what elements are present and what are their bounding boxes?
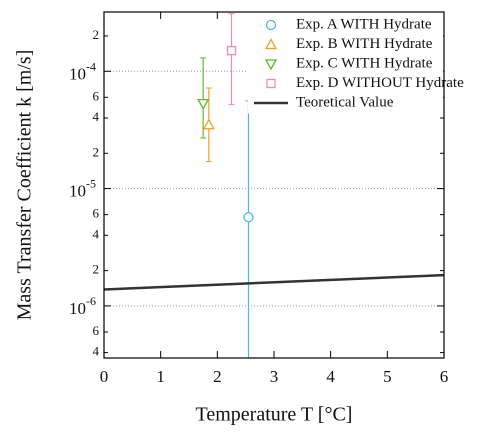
legend-label: Exp. C WITH Hydrate [296,55,433,71]
legend-label: Exp. D WITHOUT Hydrate [296,75,464,91]
y-tick-label: 4 [93,226,100,241]
y-tick-label: 4 [93,109,100,124]
data-point [243,212,254,223]
y-tick-label: 2 [93,262,100,277]
x-tick-label: 6 [440,367,449,386]
y-tick-label: 10-5 [69,176,96,200]
x-tick-label: 1 [156,367,165,386]
y-tick-exp: -4 [86,59,96,73]
data-point [202,118,215,130]
y-tick-base: 10 [69,299,86,318]
y-tick-exp: -5 [86,176,96,190]
y-tick-label: 6 [93,206,100,221]
legend-label: Exp. A WITH Hydrate [296,16,432,32]
legend-swatch [264,38,278,50]
x-tick-label: 0 [100,367,109,386]
plot-frame [103,11,445,359]
y-tick-label: 6 [93,323,100,338]
legend-swatch [266,78,276,89]
legend-swatch [265,19,277,31]
legend-swatch [264,59,278,71]
legend-label: Teoretical Value [296,94,394,110]
y-tick-label: 10-4 [69,59,96,83]
theory-line [104,273,444,291]
y-tick-exp: -6 [86,294,96,308]
y-tick-base: 10 [69,64,86,83]
y-tick-label: 6 [93,88,100,103]
y-tick-label: 2 [93,144,100,159]
data-point [197,98,210,110]
x-axis-label: Temperature T [°C] [196,404,353,426]
y-tick-label: 10-6 [69,294,96,318]
x-tick-label: 2 [213,367,222,386]
x-tick-label: 5 [383,367,392,386]
legend-label: Exp. B WITH Hydrate [296,36,433,52]
x-tick-label: 3 [270,367,279,386]
legend-box [248,12,443,114]
y-tick-base: 10 [69,182,86,201]
x-tick-label: 4 [326,367,335,386]
data-point [226,45,237,56]
y-tick-label: 4 [93,344,100,359]
y-axis-label: Mass Transfer Coefficient k [m/s] [14,50,36,321]
plot-area [104,13,444,358]
y-tick-label: 2 [93,27,100,42]
